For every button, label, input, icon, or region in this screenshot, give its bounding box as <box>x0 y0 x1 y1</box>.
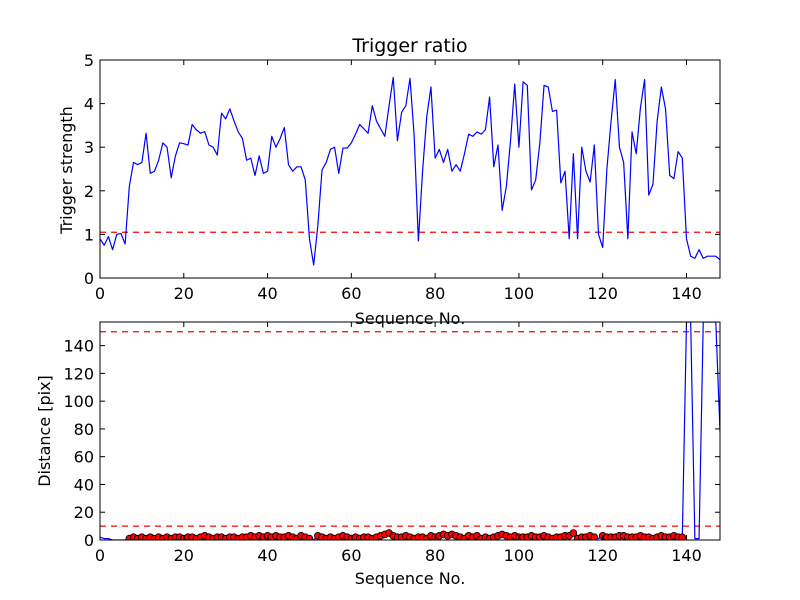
distance-chart: Sequence No. Distance [pix] 0 20 40 60 80 100… <box>35 321 721 588</box>
data-point <box>678 533 687 540</box>
data-point <box>305 534 314 540</box>
y-tick-label: 0 <box>84 531 94 550</box>
y-tick-label: 4 <box>84 95 94 114</box>
x-tick-label: 120 <box>587 546 618 565</box>
data-point <box>590 533 599 540</box>
plot-area <box>100 322 720 540</box>
axes-frame <box>99 59 721 279</box>
axes-frame <box>99 321 721 541</box>
x-tick-label: 80 <box>425 284 445 303</box>
y-tick-label: 5 <box>84 51 94 70</box>
series-line <box>100 76 720 266</box>
y-tick-label: 20 <box>74 503 94 522</box>
y-axis-label: Distance [pix] <box>35 375 54 487</box>
x-tick-label: 20 <box>174 546 194 565</box>
y-tick-label: 0 <box>84 269 94 288</box>
x-tick-label: 60 <box>341 546 361 565</box>
chart-title: Trigger ratio <box>351 35 467 57</box>
y-tick-label: 60 <box>74 448 94 467</box>
x-tick-label: 40 <box>257 284 277 303</box>
data-point <box>569 529 578 537</box>
y-tick-label: 2 <box>84 182 94 201</box>
y-axis-label: Trigger strength <box>57 106 76 235</box>
y-tick-label: 40 <box>74 475 94 494</box>
x-tick-label: 0 <box>95 284 105 303</box>
y-tick-label: 3 <box>84 138 94 157</box>
x-tick-label: 40 <box>257 546 277 565</box>
x-axis-label: Sequence No. <box>355 569 466 588</box>
x-tick-label: 80 <box>425 546 445 565</box>
y-tick-label: 120 <box>63 364 94 383</box>
x-tick-label: 120 <box>587 284 618 303</box>
x-tick-label: 100 <box>504 546 535 565</box>
x-tick-label: 100 <box>504 284 535 303</box>
x-tick-label: 20 <box>174 284 194 303</box>
x-axis-label: Sequence No. <box>355 309 466 328</box>
y-tick-label: 140 <box>63 337 94 356</box>
y-tick-label: 80 <box>74 420 94 439</box>
x-tick-label: 140 <box>671 284 702 303</box>
x-tick-label: 60 <box>341 284 361 303</box>
y-tick-label: 1 <box>84 225 94 244</box>
x-tick-label: 140 <box>671 546 702 565</box>
plot-area <box>100 76 720 266</box>
trigger-ratio-chart: Trigger ratio Sequence No. Trigger stren… <box>57 35 721 328</box>
y-tick-label: 100 <box>63 392 94 411</box>
x-tick-label: 0 <box>95 546 105 565</box>
